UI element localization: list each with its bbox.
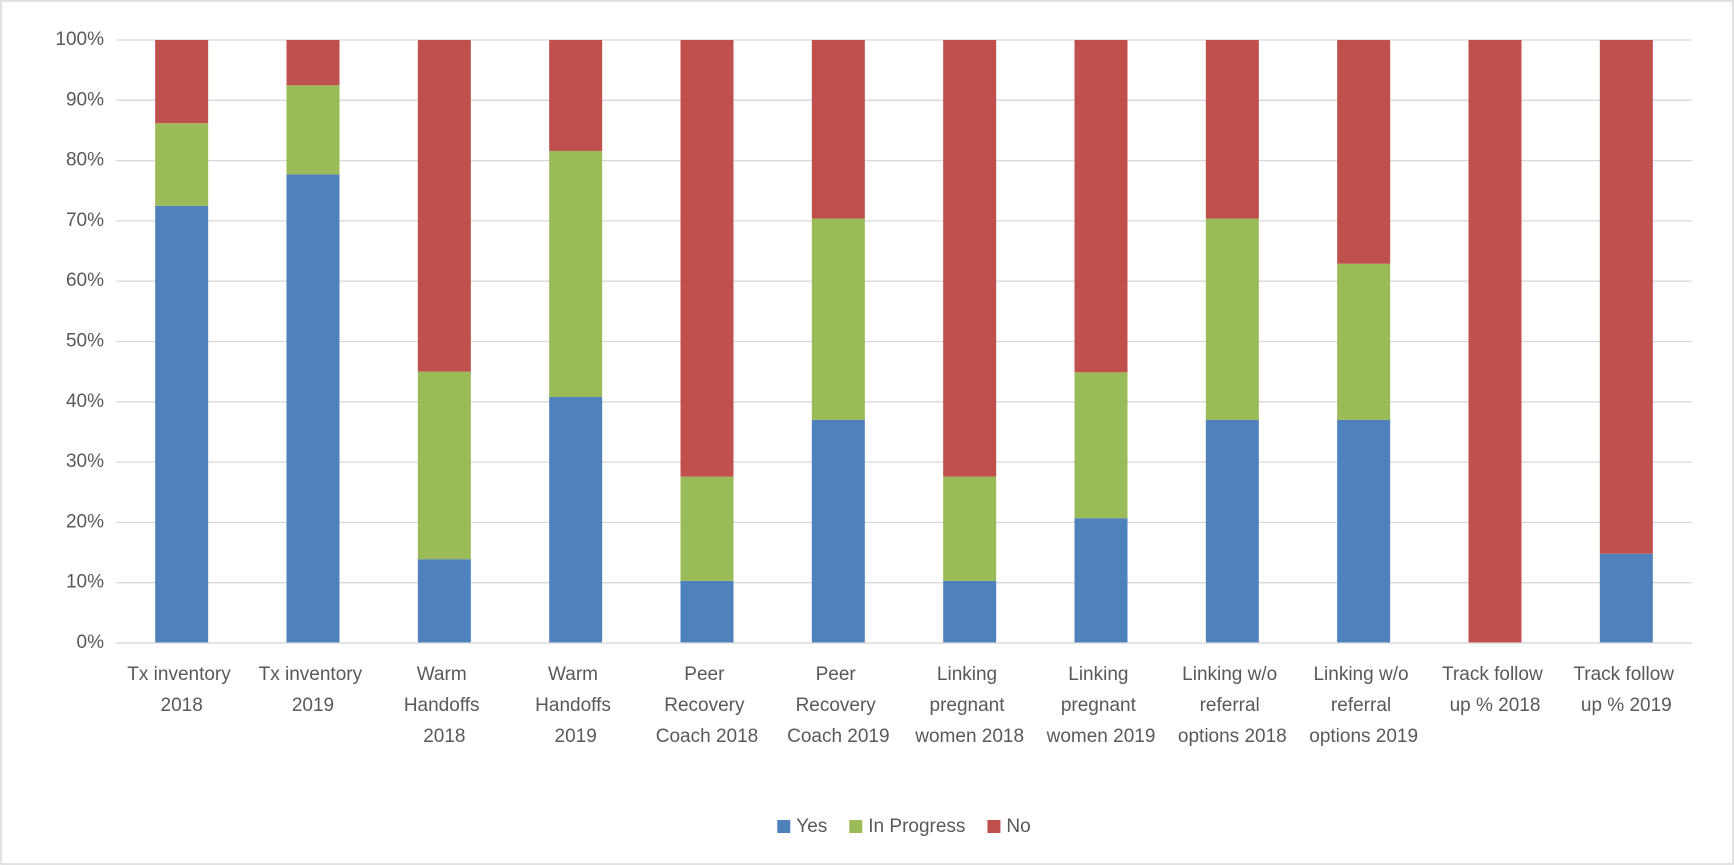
legend-swatch — [987, 820, 1001, 833]
bar-segment — [549, 396, 603, 643]
bar-segment — [286, 40, 340, 86]
bar-segment — [811, 419, 865, 643]
bar-segment — [1599, 553, 1653, 643]
y-tick-label: 80% — [66, 150, 104, 171]
legend-label: No — [1006, 816, 1030, 837]
y-tick-label: 0% — [77, 632, 105, 653]
y-tick-label: 50% — [66, 331, 104, 352]
bar-segment — [1337, 40, 1391, 264]
bar-segment — [1337, 419, 1391, 643]
bar-segment — [155, 123, 209, 206]
legend-swatch — [777, 820, 791, 833]
bar-segment — [286, 174, 340, 643]
bar-segment — [549, 150, 603, 397]
x-tick-label: Linking pregnant women 2018 — [914, 664, 1024, 747]
bar-segment — [811, 218, 865, 420]
x-tick-label: Track follow up % 2019 — [1573, 664, 1679, 716]
bar-segment — [1468, 40, 1522, 643]
y-tick-label: 20% — [66, 511, 104, 532]
legend-swatch — [849, 820, 863, 833]
x-tick-label: Warm Handoffs 2019 — [535, 664, 616, 747]
bar-segment — [286, 85, 340, 175]
x-tick-label: Track follow up % 2018 — [1442, 664, 1548, 716]
x-tick-label: Tx inventory 2019 — [259, 664, 368, 716]
legend-label: In Progress — [868, 816, 965, 837]
bar-segment — [1205, 40, 1259, 219]
bar-segment — [811, 40, 865, 219]
bar-segment — [943, 476, 997, 581]
y-tick-label: 100% — [55, 29, 104, 50]
bar-segment — [417, 371, 471, 560]
x-tick-label: Peer Recovery Coach 2018 — [656, 664, 758, 747]
bar-segment — [943, 40, 997, 477]
x-tick-label: Linking w/o referral options 2019 — [1309, 664, 1418, 747]
bar-segment — [1337, 263, 1391, 420]
bar-segment — [417, 559, 471, 643]
bar-segment — [417, 40, 471, 372]
bar-segment — [1074, 372, 1128, 519]
x-tick-label: Linking pregnant women 2019 — [1046, 664, 1156, 747]
bar-segment — [1074, 518, 1128, 643]
x-tick-label: Peer Recovery Coach 2019 — [787, 664, 889, 747]
bar-segment — [680, 40, 734, 477]
y-tick-label: 90% — [66, 89, 104, 110]
bar-segment — [680, 476, 734, 581]
y-tick-label: 30% — [66, 451, 104, 472]
y-tick-label: 40% — [66, 391, 104, 412]
bar-segment — [549, 40, 603, 151]
x-tick-label: Warm Handoffs 2018 — [404, 664, 485, 747]
x-tick-label: Linking w/o referral options 2018 — [1178, 664, 1287, 747]
legend-label: Yes — [796, 816, 827, 837]
bar-segment — [1205, 218, 1259, 420]
y-tick-label: 70% — [66, 210, 104, 231]
x-tick-label: Tx inventory 2018 — [127, 664, 236, 716]
y-tick-label: 60% — [66, 270, 104, 291]
bar-segment — [1599, 40, 1653, 554]
bar-segment — [1074, 40, 1128, 373]
y-tick-label: 10% — [66, 572, 104, 593]
bar-segment — [680, 580, 734, 643]
bar-segment — [1205, 419, 1259, 643]
bar-segment — [155, 205, 209, 643]
bar-segment — [155, 40, 209, 124]
bar-segment — [943, 580, 997, 643]
